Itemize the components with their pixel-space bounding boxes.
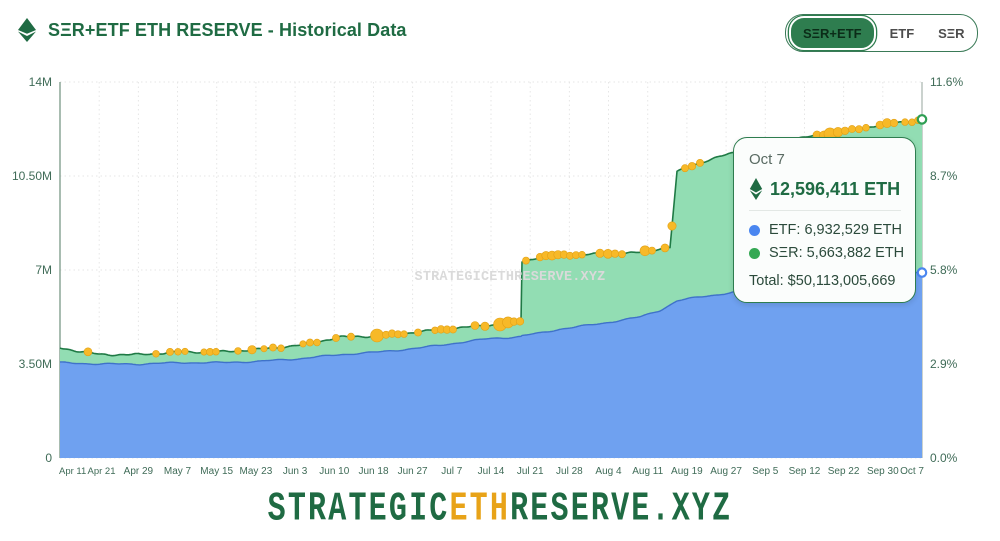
svg-text:Jun 10: Jun 10: [319, 466, 349, 477]
svg-text:Jul 28: Jul 28: [556, 466, 583, 477]
svg-text:Sep 5: Sep 5: [752, 466, 779, 477]
svg-text:0.0%: 0.0%: [930, 451, 958, 465]
svg-text:Oct 7: Oct 7: [900, 466, 924, 477]
svg-text:Aug 4: Aug 4: [595, 466, 622, 477]
svg-text:Aug 11: Aug 11: [632, 466, 663, 477]
svg-text:Apr 29: Apr 29: [124, 466, 154, 477]
svg-text:May 15: May 15: [200, 466, 233, 477]
svg-text:May 7: May 7: [164, 466, 192, 477]
svg-text:Jun 18: Jun 18: [358, 466, 388, 477]
svg-text:Sep 12: Sep 12: [789, 466, 821, 477]
svg-text:10.50M: 10.50M: [12, 169, 52, 183]
svg-text:8.7%: 8.7%: [930, 169, 958, 183]
svg-text:3.50M: 3.50M: [19, 357, 52, 371]
svg-text:Jun 27: Jun 27: [398, 466, 428, 477]
svg-text:Apr 11: Apr 11: [59, 466, 86, 477]
svg-text:Jul 14: Jul 14: [478, 466, 505, 477]
svg-text:14M: 14M: [29, 75, 52, 89]
svg-text:5.8%: 5.8%: [930, 263, 958, 277]
svg-text:May 23: May 23: [240, 466, 273, 477]
svg-text:Sep 22: Sep 22: [828, 466, 860, 477]
svg-text:0: 0: [45, 451, 52, 465]
svg-text:Jul 21: Jul 21: [517, 466, 544, 477]
svg-text:Jul 7: Jul 7: [441, 466, 463, 477]
svg-text:Sep 30: Sep 30: [867, 466, 899, 477]
svg-text:Apr 21: Apr 21: [88, 466, 116, 477]
svg-text:Aug 27: Aug 27: [710, 466, 742, 477]
svg-text:Jun 3: Jun 3: [283, 466, 308, 477]
svg-text:Aug 19: Aug 19: [671, 466, 703, 477]
svg-text:2.9%: 2.9%: [930, 357, 958, 371]
svg-text:7M: 7M: [35, 263, 52, 277]
svg-text:11.6%: 11.6%: [930, 75, 963, 89]
svg-text:STRATEGICETHRESERVE.XYZ: STRATEGICETHRESERVE.XYZ: [415, 270, 606, 285]
